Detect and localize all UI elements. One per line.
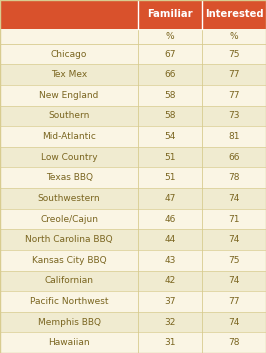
Text: 58: 58 (164, 91, 176, 100)
Text: %: % (166, 32, 174, 41)
Bar (0, 229, 266, 250)
Text: 75: 75 (228, 256, 240, 265)
Text: Pacific Northwest: Pacific Northwest (30, 297, 109, 306)
Bar (0, 0, 266, 29)
Text: 74: 74 (228, 194, 240, 203)
Bar (0, 333, 266, 353)
Text: Low Country: Low Country (41, 152, 97, 162)
Text: Texas BBQ: Texas BBQ (46, 173, 93, 182)
Bar (0, 106, 266, 126)
Bar (0, 250, 266, 270)
Bar (0, 126, 266, 147)
Bar (0, 85, 266, 106)
Bar (0, 291, 266, 312)
Text: 77: 77 (228, 297, 240, 306)
Text: Memphis BBQ: Memphis BBQ (38, 318, 101, 327)
Text: 73: 73 (228, 112, 240, 120)
Bar (0, 64, 266, 85)
Text: Familiar: Familiar (147, 10, 193, 19)
Text: 32: 32 (165, 318, 176, 327)
Text: Southwestern: Southwestern (38, 194, 101, 203)
Text: Interested: Interested (205, 10, 263, 19)
Bar (0, 270, 266, 291)
Text: Creole/Cajun: Creole/Cajun (40, 215, 98, 223)
Text: 78: 78 (228, 173, 240, 182)
Bar (0, 209, 266, 229)
Text: 77: 77 (228, 70, 240, 79)
Text: 81: 81 (228, 132, 240, 141)
Text: 74: 74 (228, 276, 240, 285)
Text: 58: 58 (164, 112, 176, 120)
Text: 74: 74 (228, 235, 240, 244)
Text: 66: 66 (228, 152, 240, 162)
Text: Kansas City BBQ: Kansas City BBQ (32, 256, 106, 265)
Text: Hawaiian: Hawaiian (48, 338, 90, 347)
Bar (0, 44, 266, 64)
Text: 77: 77 (228, 91, 240, 100)
Bar (0, 167, 266, 188)
Bar (0, 147, 266, 167)
Bar (0, 188, 266, 209)
Text: Californian: Californian (45, 276, 94, 285)
Text: 54: 54 (165, 132, 176, 141)
Text: New England: New England (39, 91, 99, 100)
Text: 46: 46 (165, 215, 176, 223)
Text: Tex Mex: Tex Mex (51, 70, 87, 79)
Text: 44: 44 (165, 235, 176, 244)
Text: 43: 43 (165, 256, 176, 265)
Text: 37: 37 (164, 297, 176, 306)
Text: 51: 51 (164, 152, 176, 162)
Bar (0, 29, 266, 44)
Text: 42: 42 (165, 276, 176, 285)
Text: 47: 47 (165, 194, 176, 203)
Text: 31: 31 (164, 338, 176, 347)
Text: Southern: Southern (48, 112, 90, 120)
Text: 67: 67 (164, 49, 176, 59)
Text: %: % (230, 32, 238, 41)
Text: 74: 74 (228, 318, 240, 327)
Text: 78: 78 (228, 338, 240, 347)
Text: 51: 51 (164, 173, 176, 182)
Text: North Carolina BBQ: North Carolina BBQ (25, 235, 113, 244)
Text: 66: 66 (164, 70, 176, 79)
Text: Mid-Atlantic: Mid-Atlantic (42, 132, 96, 141)
Text: 75: 75 (228, 49, 240, 59)
Text: 71: 71 (228, 215, 240, 223)
Bar (0, 312, 266, 333)
Text: Chicago: Chicago (51, 49, 87, 59)
